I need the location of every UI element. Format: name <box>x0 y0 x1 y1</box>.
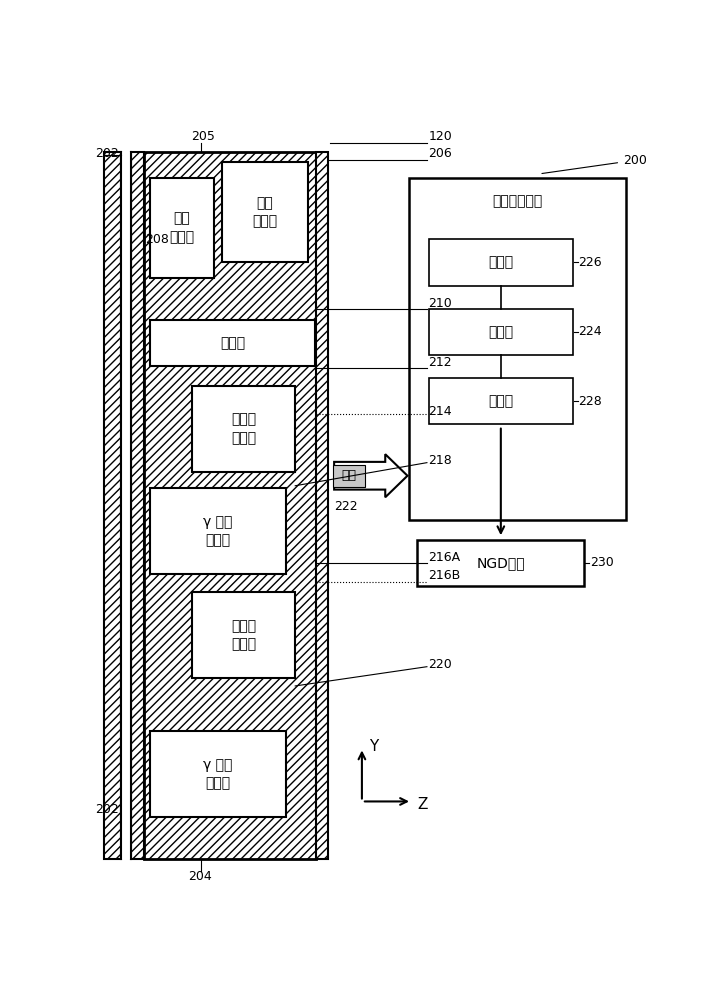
Text: 210: 210 <box>429 297 452 310</box>
Text: 205: 205 <box>191 130 214 143</box>
Text: 204: 204 <box>189 870 212 883</box>
Text: 200: 200 <box>623 154 647 167</box>
Text: Z: Z <box>417 797 428 812</box>
Text: 216B: 216B <box>429 569 461 582</box>
Bar <box>417 540 584 586</box>
Text: 224: 224 <box>579 325 602 338</box>
Text: 222: 222 <box>334 500 358 513</box>
Bar <box>121 152 131 859</box>
Bar <box>429 309 573 355</box>
Text: 数据: 数据 <box>341 469 356 482</box>
Text: 120: 120 <box>429 130 452 143</box>
Text: 230: 230 <box>590 556 614 569</box>
Text: 202: 202 <box>95 147 119 160</box>
Polygon shape <box>334 454 407 497</box>
Text: 226: 226 <box>579 256 602 269</box>
Bar <box>429 239 573 286</box>
Text: 购存器: 购存器 <box>488 394 513 408</box>
Bar <box>131 152 143 859</box>
Text: 数据处理电路: 数据处理电路 <box>493 194 543 208</box>
Text: 热中子
探测器: 热中子 探测器 <box>232 619 257 651</box>
Text: 220: 220 <box>429 658 452 671</box>
Text: 212: 212 <box>429 356 452 369</box>
Bar <box>103 152 121 859</box>
Text: 206: 206 <box>429 147 452 160</box>
Bar <box>150 488 286 574</box>
Text: 存储器: 存储器 <box>488 255 513 269</box>
Bar <box>150 320 315 366</box>
Text: 中子
生成器: 中子 生成器 <box>252 196 277 229</box>
Bar <box>333 465 365 487</box>
Text: γ 射线
探测器: γ 射线 探测器 <box>203 515 232 547</box>
Bar <box>150 178 214 278</box>
Text: 202: 202 <box>95 803 119 816</box>
Text: Y: Y <box>369 739 378 754</box>
Text: 处理器: 处理器 <box>488 325 513 339</box>
Text: 屏蔽物: 屏蔽物 <box>220 336 245 350</box>
Text: γ 射线
探测器: γ 射线 探测器 <box>203 758 232 790</box>
Text: 中子
监视器: 中子 监视器 <box>169 212 194 244</box>
Text: 热中子
探测器: 热中子 探测器 <box>232 413 257 445</box>
Text: 216A: 216A <box>429 551 461 564</box>
Bar <box>222 162 308 262</box>
Bar <box>429 378 573 424</box>
Bar <box>192 592 295 678</box>
Bar <box>409 178 626 520</box>
Bar <box>192 386 295 472</box>
Text: 208: 208 <box>145 233 169 246</box>
Text: 218: 218 <box>429 454 452 467</box>
Bar <box>150 731 286 817</box>
Bar <box>143 152 315 859</box>
Text: 228: 228 <box>579 395 602 408</box>
Bar <box>315 152 328 859</box>
Text: NGD测量: NGD测量 <box>477 556 525 570</box>
Text: 214: 214 <box>429 405 452 418</box>
